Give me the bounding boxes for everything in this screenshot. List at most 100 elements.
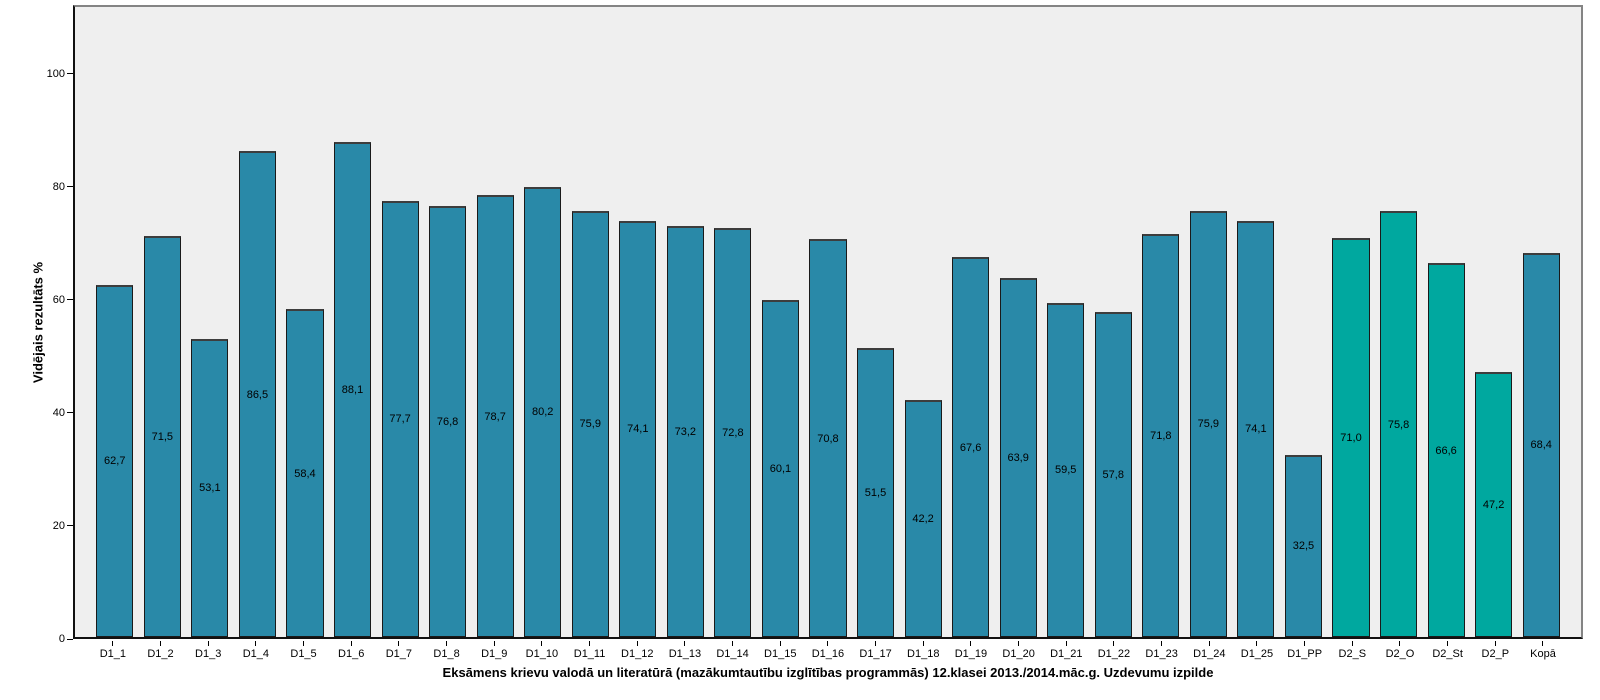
y-tick-mark <box>67 638 73 640</box>
x-tick-mark <box>446 641 448 646</box>
y-tick-label: 40 <box>52 406 65 419</box>
x-category: D2_S <box>1328 641 1376 660</box>
x-category-label: D1_11 <box>573 648 606 660</box>
bar-value-label: 71,0 <box>1340 432 1362 445</box>
x-tick-mark <box>541 641 543 646</box>
bar-D2_P: 47,2 <box>1475 371 1513 637</box>
bar-slot: 72,8 <box>709 7 757 637</box>
bar-value-label: 63,9 <box>1007 452 1029 465</box>
x-tick-mark <box>1304 641 1306 646</box>
bar-value-label: 42,2 <box>912 513 934 526</box>
x-tick-mark <box>1351 641 1353 646</box>
bar-value-label: 66,6 <box>1435 444 1457 457</box>
x-tick-mark <box>1256 641 1258 646</box>
bar-slot: 68,4 <box>1517 7 1565 637</box>
bar-D1_6: 88,1 <box>333 142 372 637</box>
x-axis: D1_1 D1_2 D1_3 D1_4 D1_5 D1_6 D1_7 D1_8 D1_9 D1_1… <box>73 641 1583 660</box>
bar-D1_5: 58,4 <box>286 309 324 637</box>
bar-value-label: 53,1 <box>199 482 221 495</box>
y-tick-label: 100 <box>46 67 65 80</box>
bar-value-label: 75,8 <box>1387 418 1410 431</box>
x-tick-mark <box>1018 641 1020 646</box>
bar-slot: 32,5 <box>1280 7 1328 637</box>
bar-slot: 59,5 <box>1042 7 1090 637</box>
bar-slot: 75,9 <box>566 7 614 637</box>
bar-slot: 53,1 <box>186 7 234 637</box>
bar-slot: 75,9 <box>1185 7 1233 637</box>
x-tick-mark <box>1399 641 1401 646</box>
x-tick-mark <box>112 641 114 646</box>
x-category: D1_9 <box>470 641 518 660</box>
bar-slot: 71,0 <box>1327 7 1375 637</box>
x-category-label: D1_7 <box>385 648 413 660</box>
bar-slot: 71,5 <box>139 7 187 637</box>
y-tick-label: 20 <box>52 519 65 532</box>
bar-D2_S: 71,0 <box>1332 238 1370 637</box>
x-tick-mark <box>922 641 924 646</box>
x-category-label: D1_13 <box>668 648 702 660</box>
x-category: D1_15 <box>756 641 804 660</box>
bar-D1_15: 60,1 <box>761 299 799 637</box>
x-category: D1_14 <box>709 641 757 660</box>
x-category-label: D1_4 <box>242 648 269 660</box>
bar-value-label: 58,4 <box>294 467 316 480</box>
bars: 62,7 71,5 53,1 86,5 58,4 88,1 77,7 76,8 78,7 80,2… <box>75 7 1581 637</box>
bar-slot: 51,5 <box>852 7 900 637</box>
bar-slot: 77,7 <box>376 7 424 637</box>
bar-value-label: 47,2 <box>1482 498 1505 511</box>
x-category-label: D1_21 <box>1050 648 1083 660</box>
x-category: D1_19 <box>947 641 995 660</box>
x-tick-mark <box>350 641 352 646</box>
y-tick: 80 <box>41 180 73 194</box>
bar-D1_9: 78,7 <box>476 195 514 637</box>
bar-D1_25: 74,1 <box>1237 220 1275 637</box>
x-tick-mark <box>827 641 829 646</box>
y-axis: 0 20 40 60 80 100 <box>0 5 73 645</box>
bar-value-label: 59,5 <box>1054 464 1077 477</box>
x-category: D1_4 <box>232 641 280 660</box>
x-category-label: D1_PP <box>1287 648 1323 660</box>
bar-value-label: 72,8 <box>722 427 744 440</box>
x-category: D1_21 <box>1042 641 1090 660</box>
bar-value-label: 32,5 <box>1292 540 1315 553</box>
bar-D1_24: 75,9 <box>1189 210 1227 637</box>
x-category: D2_P <box>1471 641 1519 660</box>
bar-slot: 75,8 <box>1375 7 1423 637</box>
x-category-label: D1_2 <box>147 648 174 660</box>
bar-slot: 80,2 <box>519 7 567 637</box>
bar-D1_23: 71,8 <box>1142 233 1180 637</box>
x-tick-mark <box>732 641 734 646</box>
bar-value-label: 73,2 <box>674 425 697 438</box>
x-tick-mark <box>255 641 257 646</box>
y-tick-label: 60 <box>52 293 65 306</box>
y-tick: 0 <box>41 632 73 646</box>
x-category: D1_20 <box>995 641 1043 660</box>
x-tick-mark <box>1542 641 1544 646</box>
bar-value-label: 67,6 <box>959 441 982 454</box>
x-category: Kopā <box>1519 641 1567 660</box>
x-category-label: Kopā <box>1530 648 1556 660</box>
bar-value-label: 60,1 <box>769 462 792 475</box>
plot-area: 62,7 71,5 53,1 86,5 58,4 88,1 77,7 76,8 78,7 80,2… <box>73 5 1583 639</box>
x-tick-mark <box>493 641 495 646</box>
bar-D2_O: 75,8 <box>1380 211 1418 637</box>
bar-D1_12: 74,1 <box>619 220 657 637</box>
bar-value-label: 74,1 <box>1245 423 1267 436</box>
x-category: D1_12 <box>613 641 661 660</box>
bar-slot: 60,1 <box>757 7 805 637</box>
x-category-label: D2_P <box>1481 648 1510 660</box>
bar-value-label: 74,1 <box>627 423 649 436</box>
x-category: D1_11 <box>566 641 614 660</box>
bar-D1_10: 80,2 <box>524 186 562 637</box>
x-tick-mark <box>875 641 877 646</box>
x-category-label: D1_10 <box>525 648 559 660</box>
bar-D1_2: 71,5 <box>143 235 181 637</box>
bar-value-label: 75,9 <box>1197 418 1220 431</box>
x-axis-title: Eksāmens krievu valodā un literatūrā (ma… <box>442 665 1214 680</box>
x-category-label: D1_8 <box>433 648 460 660</box>
bar-value-label: 88,1 <box>341 384 364 397</box>
x-category: D1_8 <box>423 641 471 660</box>
bar-value-label: 86,5 <box>246 388 269 401</box>
bar-slot: 86,5 <box>234 7 282 637</box>
